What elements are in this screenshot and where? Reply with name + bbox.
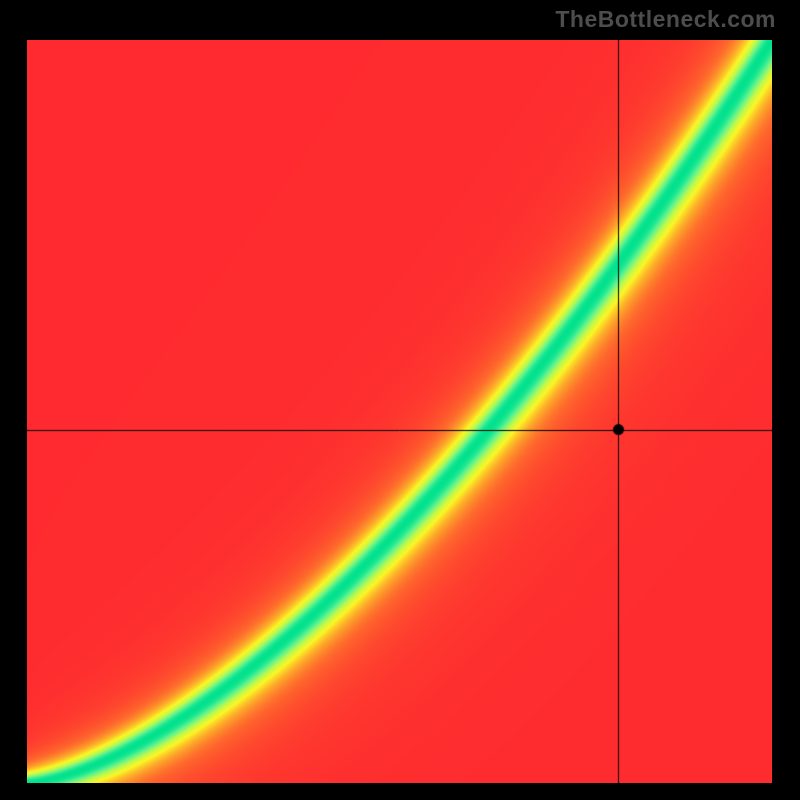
heatmap-canvas: [27, 40, 772, 783]
watermark-text: TheBottleneck.com: [555, 6, 776, 33]
plot-area: [27, 40, 772, 783]
